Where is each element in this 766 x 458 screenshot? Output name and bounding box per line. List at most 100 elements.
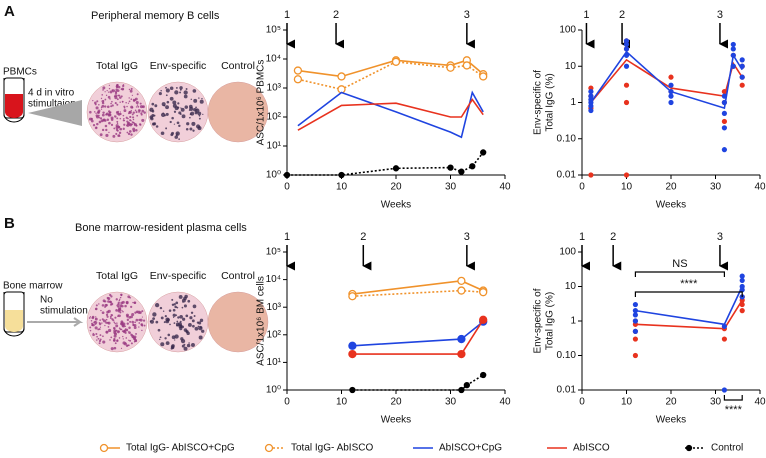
y-tick-label: 10⁵ xyxy=(266,25,281,36)
well xyxy=(207,81,269,143)
spot xyxy=(104,98,107,101)
marker xyxy=(391,57,401,66)
spot xyxy=(190,98,192,101)
spot xyxy=(105,330,109,334)
spot xyxy=(173,322,176,325)
marker xyxy=(469,163,476,170)
point xyxy=(668,93,674,99)
spot xyxy=(192,304,197,309)
spot xyxy=(121,100,124,103)
spot xyxy=(118,337,121,339)
point xyxy=(588,93,594,99)
series-line xyxy=(297,98,484,131)
spot xyxy=(186,343,191,348)
spot xyxy=(193,108,197,112)
marker xyxy=(458,168,465,175)
spot xyxy=(97,337,100,340)
spot xyxy=(186,122,190,126)
spot xyxy=(109,90,113,94)
bracket xyxy=(723,395,743,401)
spot xyxy=(114,316,117,319)
spot xyxy=(202,113,204,116)
point xyxy=(632,336,639,342)
spot xyxy=(116,103,119,106)
spot xyxy=(123,109,127,113)
spot xyxy=(120,320,124,324)
point xyxy=(623,46,630,52)
point xyxy=(623,82,630,88)
spot xyxy=(184,105,189,109)
spot xyxy=(95,106,99,110)
point xyxy=(632,352,639,359)
spot xyxy=(102,86,106,90)
spot xyxy=(176,320,179,323)
spot xyxy=(130,105,134,109)
spot xyxy=(173,110,177,113)
legend-label: AbISCO+CpG xyxy=(439,443,502,454)
panel-label: A xyxy=(4,3,15,20)
spot xyxy=(160,131,165,136)
spot xyxy=(187,299,191,303)
y-tick-label: 10³ xyxy=(267,302,282,313)
point xyxy=(739,74,745,80)
spot xyxy=(188,342,190,344)
spot xyxy=(126,124,128,127)
spot xyxy=(141,316,144,318)
spot xyxy=(106,89,108,92)
spot xyxy=(119,304,123,308)
spot xyxy=(91,324,94,327)
spot xyxy=(175,301,179,305)
y-tick-label: 0.10 xyxy=(557,133,577,144)
spot xyxy=(129,89,133,93)
spot xyxy=(128,110,132,114)
spot xyxy=(130,133,133,136)
spot xyxy=(94,326,98,330)
x-tick-label: 0 xyxy=(284,182,290,193)
spot xyxy=(99,133,103,137)
spot xyxy=(125,300,129,304)
spot xyxy=(89,329,92,332)
marker xyxy=(348,349,357,359)
spot xyxy=(113,339,116,342)
spot xyxy=(107,95,111,99)
spot xyxy=(110,295,113,298)
tube-content xyxy=(5,94,23,118)
point xyxy=(730,46,736,52)
spot xyxy=(141,118,145,122)
arrow-label: 2 xyxy=(610,231,616,243)
spot xyxy=(183,90,188,95)
spot xyxy=(115,324,119,328)
spot xyxy=(131,113,134,116)
spot xyxy=(94,321,98,325)
spot xyxy=(113,95,116,97)
spot xyxy=(130,98,133,101)
spot xyxy=(150,117,154,121)
spot xyxy=(122,84,125,86)
spot xyxy=(122,119,125,122)
spot xyxy=(189,116,191,119)
spot xyxy=(101,128,105,132)
spot xyxy=(171,303,175,307)
spot xyxy=(175,314,178,316)
spot xyxy=(132,122,135,124)
marker xyxy=(480,149,487,156)
spot xyxy=(139,124,142,126)
arrow-label: 3 xyxy=(717,9,723,21)
spot xyxy=(125,337,128,339)
series-line xyxy=(287,151,484,176)
spot xyxy=(124,304,127,308)
spot xyxy=(110,118,114,121)
spot xyxy=(98,342,101,345)
spot xyxy=(182,317,186,321)
spot xyxy=(109,300,112,304)
treatment-line: stimulation xyxy=(40,306,88,317)
legend-label: Total IgG- AbISCO xyxy=(291,443,373,454)
spot xyxy=(119,296,122,299)
arrow-label: 1 xyxy=(284,231,290,243)
spot xyxy=(128,100,131,103)
spot xyxy=(122,335,124,338)
marker xyxy=(457,334,466,344)
y-tick-label: 100 xyxy=(559,247,576,258)
spot xyxy=(171,298,174,301)
spot xyxy=(132,116,135,119)
